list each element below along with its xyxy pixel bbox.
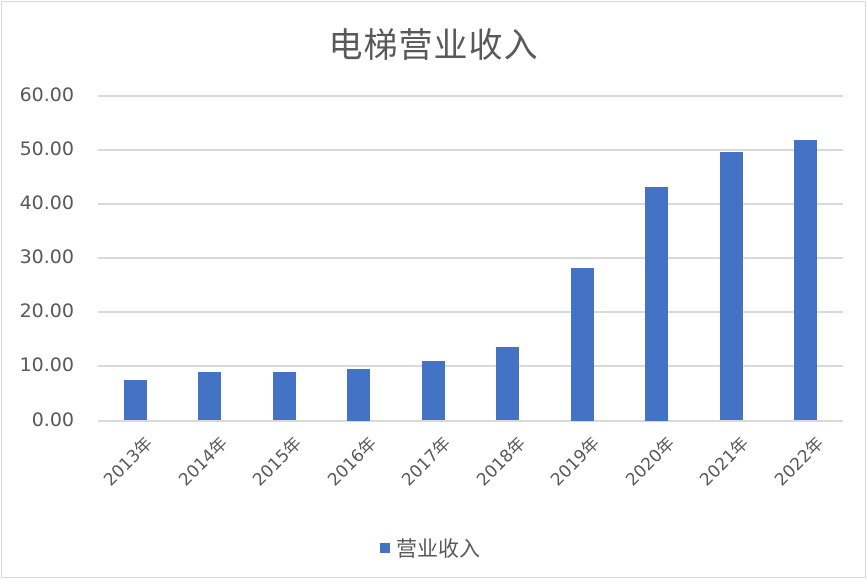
- bar: [794, 140, 818, 421]
- bar: [496, 346, 520, 421]
- gridline: [98, 94, 843, 97]
- bar: [421, 360, 445, 421]
- gridline: [98, 148, 843, 151]
- chart-title: 电梯营业收入: [328, 26, 539, 66]
- bar: [570, 267, 594, 421]
- y-tick-label: 10.00: [19, 354, 74, 377]
- y-tick-label: 40.00: [19, 191, 74, 214]
- y-tick-label: 0.00: [31, 408, 74, 431]
- y-tick-label: 60.00: [19, 83, 74, 106]
- legend-label: 营业收入: [396, 537, 480, 561]
- y-tick-label: 50.00: [19, 137, 74, 160]
- y-tick-label: 20.00: [19, 300, 74, 323]
- legend: 营业收入: [380, 533, 480, 563]
- legend-swatch-icon: [380, 543, 390, 553]
- y-tick-label: 30.00: [19, 246, 74, 268]
- bar: [198, 372, 222, 421]
- bar: [645, 186, 669, 421]
- bar: [272, 372, 296, 421]
- gridline: [98, 257, 843, 259]
- bar: [719, 151, 743, 421]
- gridline: [98, 365, 843, 368]
- bar: [347, 368, 371, 421]
- bar: [123, 380, 147, 421]
- gridline: [98, 202, 843, 205]
- gridline: [98, 419, 843, 422]
- gridline: [98, 311, 843, 314]
